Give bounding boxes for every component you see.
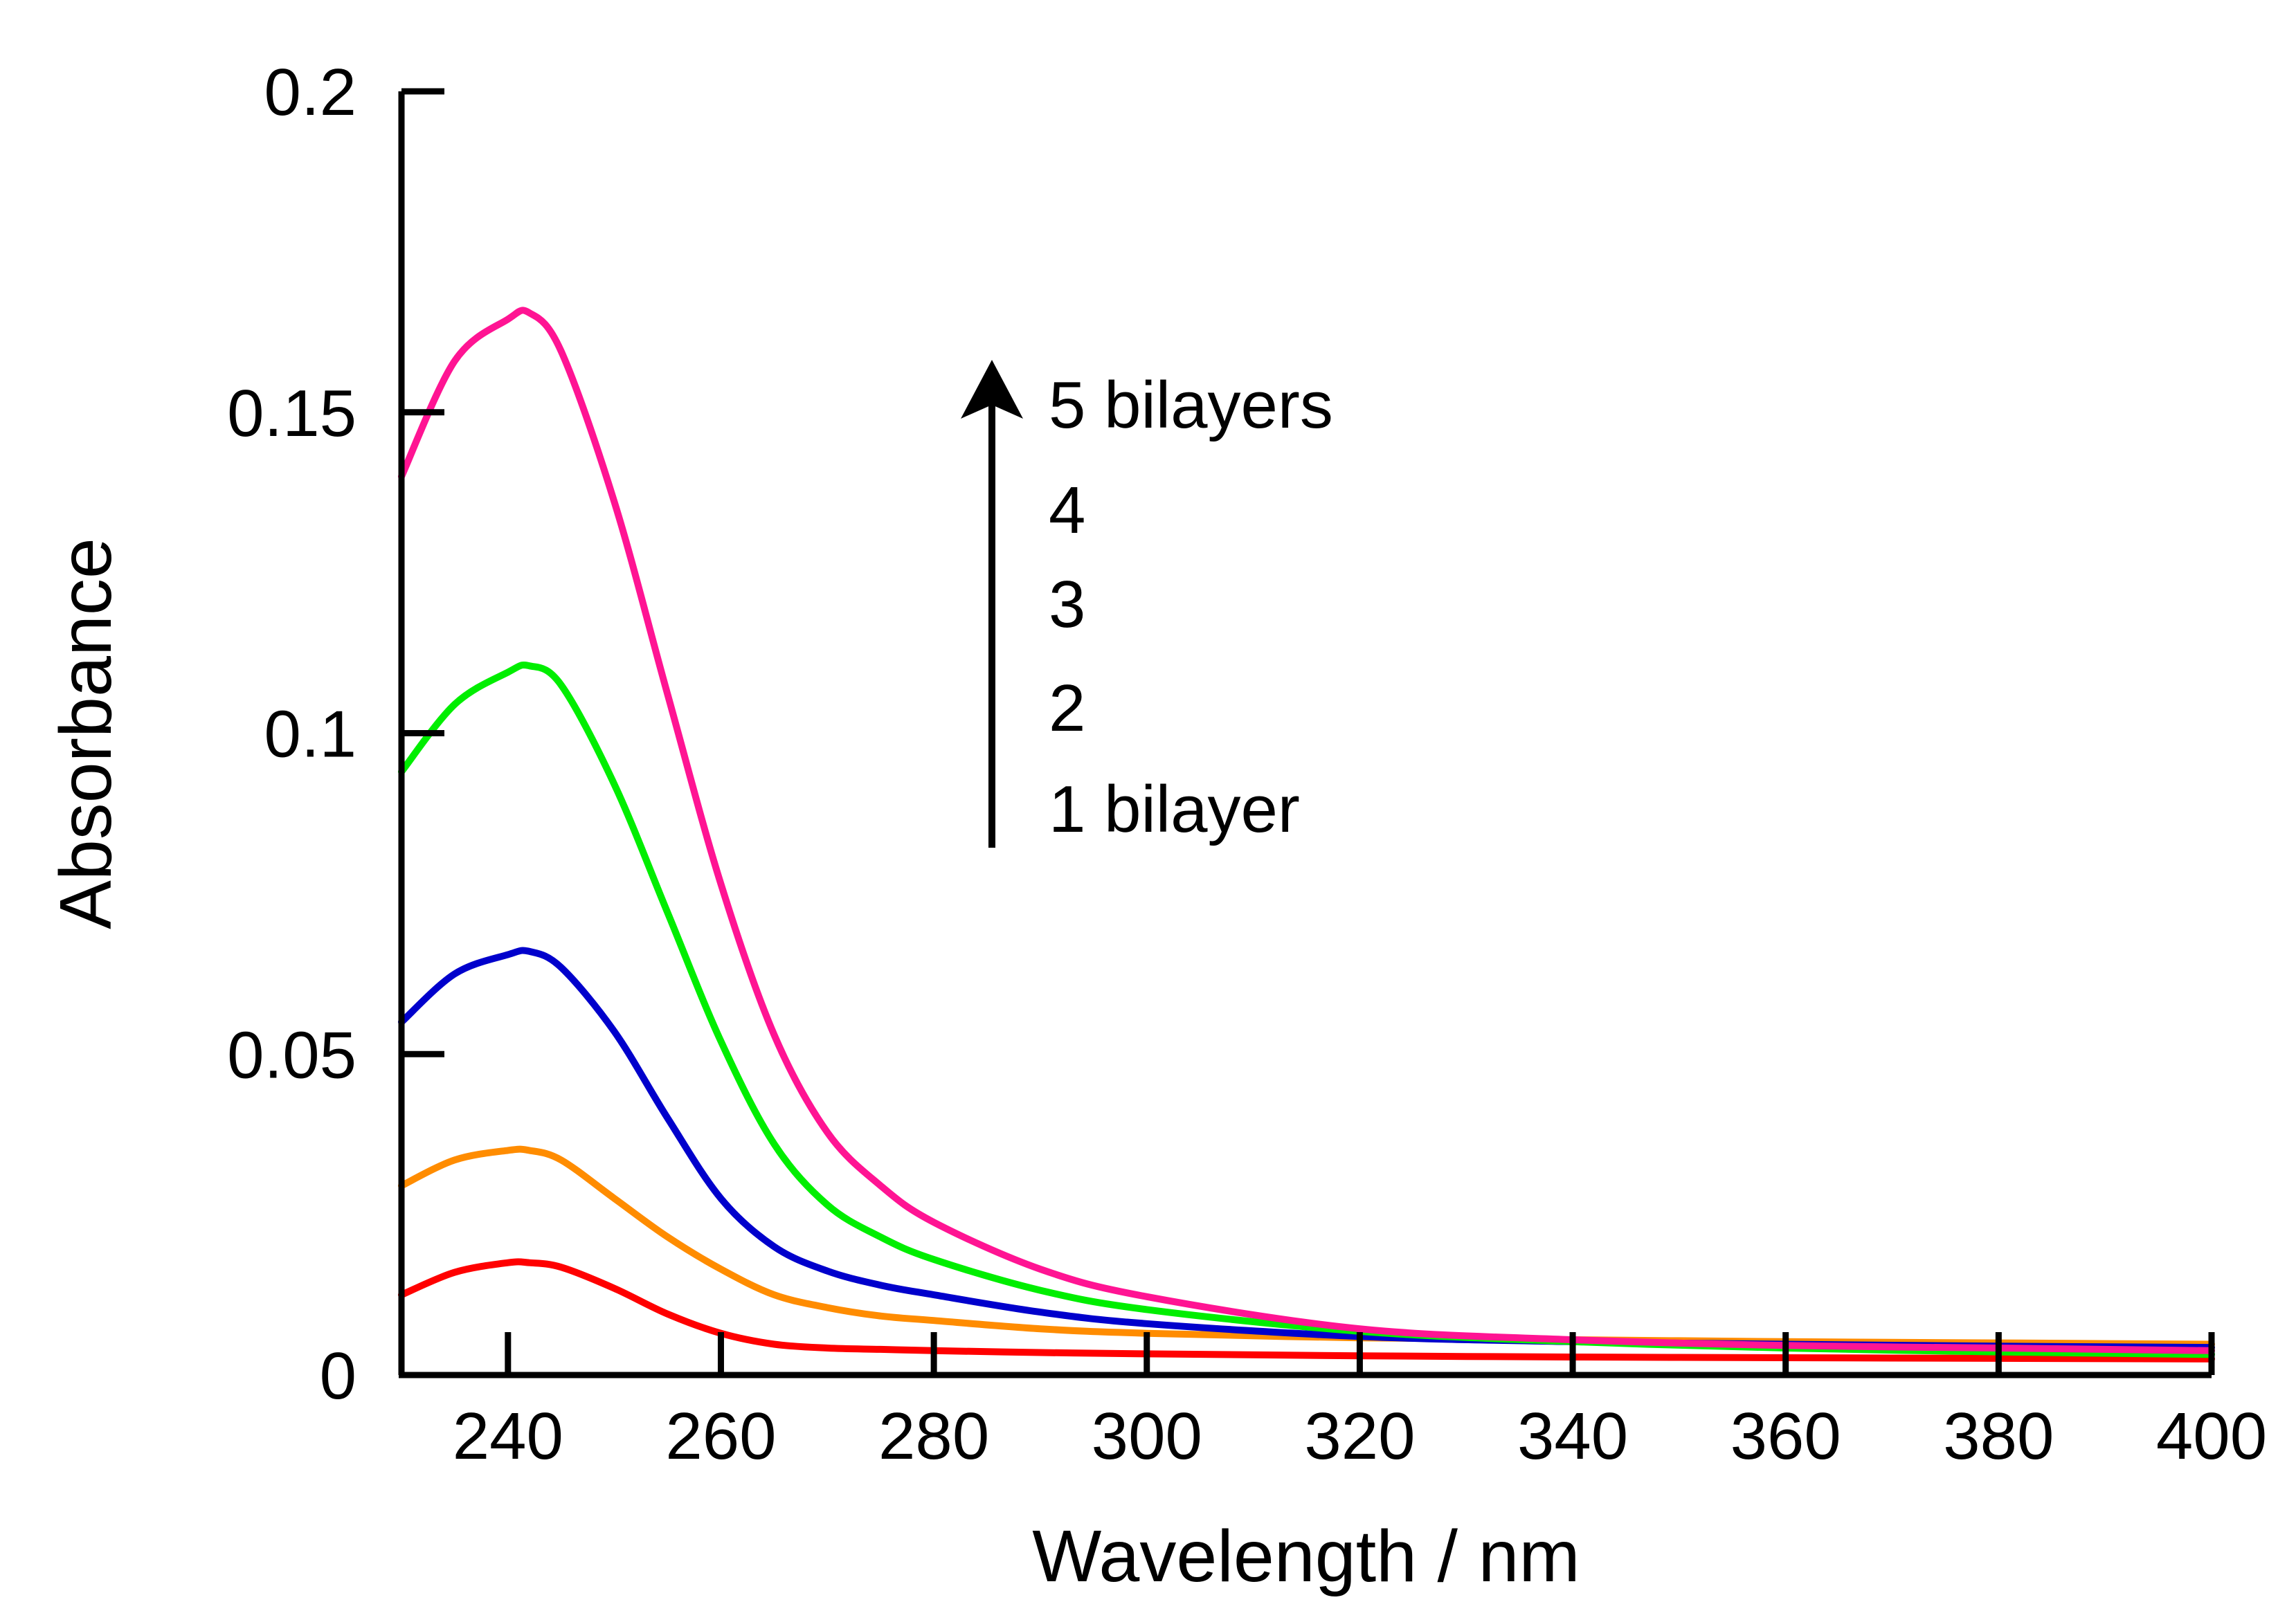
x-tick-label: 360 xyxy=(1730,1399,1841,1473)
legend: 5 bilayers 4 3 2 1 bilayer xyxy=(961,360,1333,848)
legend-label-2: 2 xyxy=(1049,671,1085,745)
x-tick-label: 280 xyxy=(878,1399,989,1473)
x-tick-label: 340 xyxy=(1517,1399,1628,1473)
series-lines xyxy=(398,307,2215,1363)
series-line-5-bilayers xyxy=(398,307,2215,1354)
ticks xyxy=(401,88,2215,1378)
y-tick-label: 0.2 xyxy=(264,55,356,129)
y-tick-label: 0 xyxy=(320,1339,356,1413)
series-line-1-bilayer xyxy=(398,1258,2215,1363)
legend-label-1-bilayer: 1 bilayer xyxy=(1049,772,1300,846)
x-tick-label: 260 xyxy=(665,1399,776,1473)
legend-label-5-bilayers: 5 bilayers xyxy=(1049,368,1333,442)
x-tick-label: 380 xyxy=(1943,1399,2054,1473)
x-axis-title: Wavelength / nm xyxy=(1032,1516,1580,1597)
series-line-4 xyxy=(398,661,2215,1358)
trend-arrow-head xyxy=(961,360,1023,419)
y-tick-label: 0.1 xyxy=(264,698,356,772)
y-axis-title: Absorbance xyxy=(45,538,127,929)
y-tick-label: 0.05 xyxy=(227,1018,356,1092)
x-tick-label: 300 xyxy=(1092,1399,1202,1473)
x-tick-label: 240 xyxy=(453,1399,563,1473)
legend-label-4: 4 xyxy=(1049,473,1085,547)
tick-labels: 0 0.05 0.1 0.15 0.2 240 260 280 300 320 340 360 380 4… xyxy=(227,55,2267,1473)
axes xyxy=(398,91,2212,1378)
series-line-3 xyxy=(398,947,2215,1351)
y-tick-label: 0.15 xyxy=(227,376,356,450)
x-tick-label: 400 xyxy=(2156,1399,2267,1473)
legend-label-3: 3 xyxy=(1049,567,1085,641)
x-tick-label: 320 xyxy=(1304,1399,1415,1473)
